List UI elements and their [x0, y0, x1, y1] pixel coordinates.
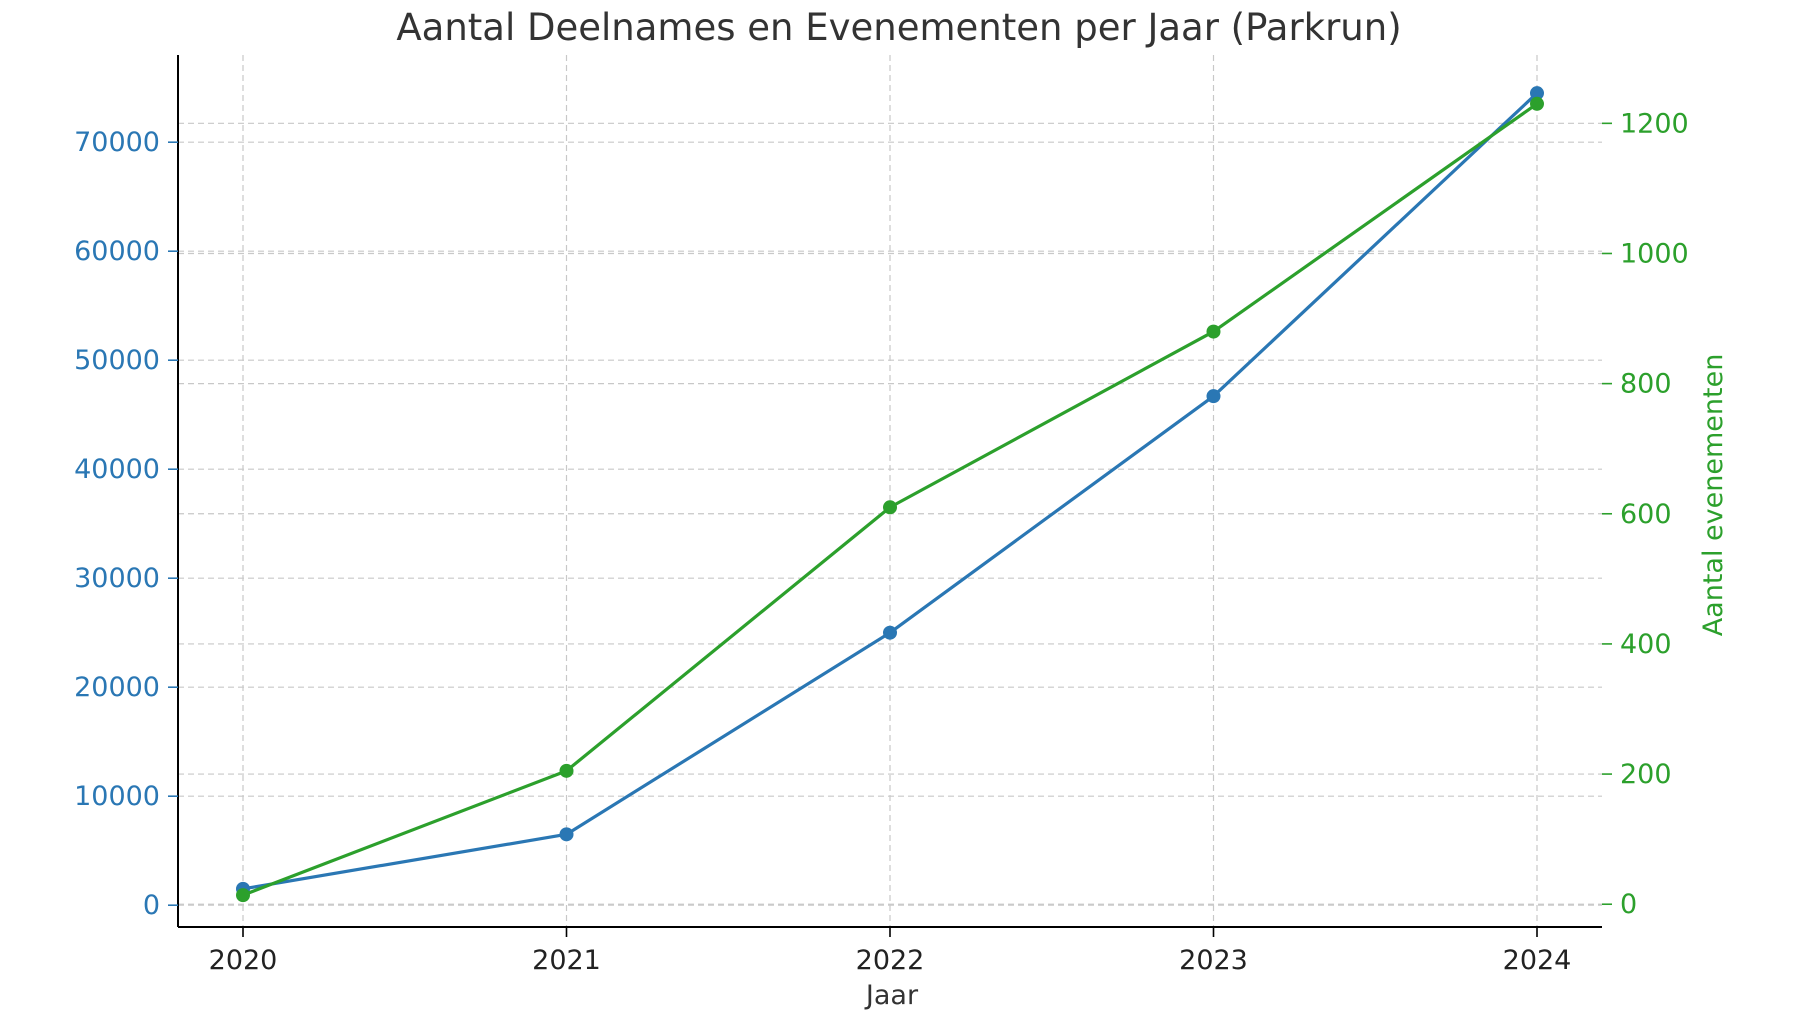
- right-tick-label: 1200: [1620, 108, 1689, 139]
- series-2-point: [1530, 96, 1544, 111]
- series-2-point: [1206, 324, 1221, 339]
- left-tick-label: 20000: [74, 672, 160, 703]
- series-2-point: [559, 763, 574, 778]
- axes-layer: 0 10000 20000 30000 40000 50000 60000 70000 0 200…: [74, 55, 1689, 976]
- chart-title: Aantal Deelnames en Evenementen per Jaar…: [396, 6, 1401, 49]
- series-1-point: [1206, 389, 1221, 404]
- x-tick-label: 2021: [532, 945, 601, 976]
- series-2-point: [883, 500, 897, 515]
- left-tick-label: 70000: [74, 127, 160, 158]
- right-axis-label: Aantal evenementen: [1698, 354, 1729, 637]
- left-tick-label: 40000: [74, 454, 160, 485]
- grid-layer: [178, 55, 1602, 927]
- series-1-point: [1530, 86, 1544, 101]
- right-tick-label: 1000: [1620, 238, 1689, 269]
- x-tick-label: 2024: [1503, 945, 1572, 976]
- series-1-point: [883, 625, 897, 640]
- left-tick-label: 60000: [74, 236, 160, 267]
- right-tick-label: 400: [1620, 629, 1672, 660]
- series-2-point: [236, 888, 250, 903]
- left-tick-label: 0: [143, 890, 160, 921]
- x-tick-label: 2023: [1179, 945, 1248, 976]
- x-axis-label: Jaar: [864, 980, 919, 1011]
- series-layer: [236, 86, 1544, 903]
- series-1-point: [559, 827, 574, 842]
- left-tick-label: 10000: [74, 781, 160, 812]
- x-tick-label: 2020: [209, 945, 278, 976]
- left-tick-label: 30000: [74, 563, 160, 594]
- right-tick-label: 800: [1620, 369, 1672, 400]
- right-tick-label: 200: [1620, 759, 1672, 790]
- right-tick-label: 0: [1620, 889, 1637, 920]
- left-tick-label: 50000: [74, 345, 160, 376]
- x-tick-label: 2022: [856, 945, 925, 976]
- right-tick-label: 600: [1620, 499, 1672, 530]
